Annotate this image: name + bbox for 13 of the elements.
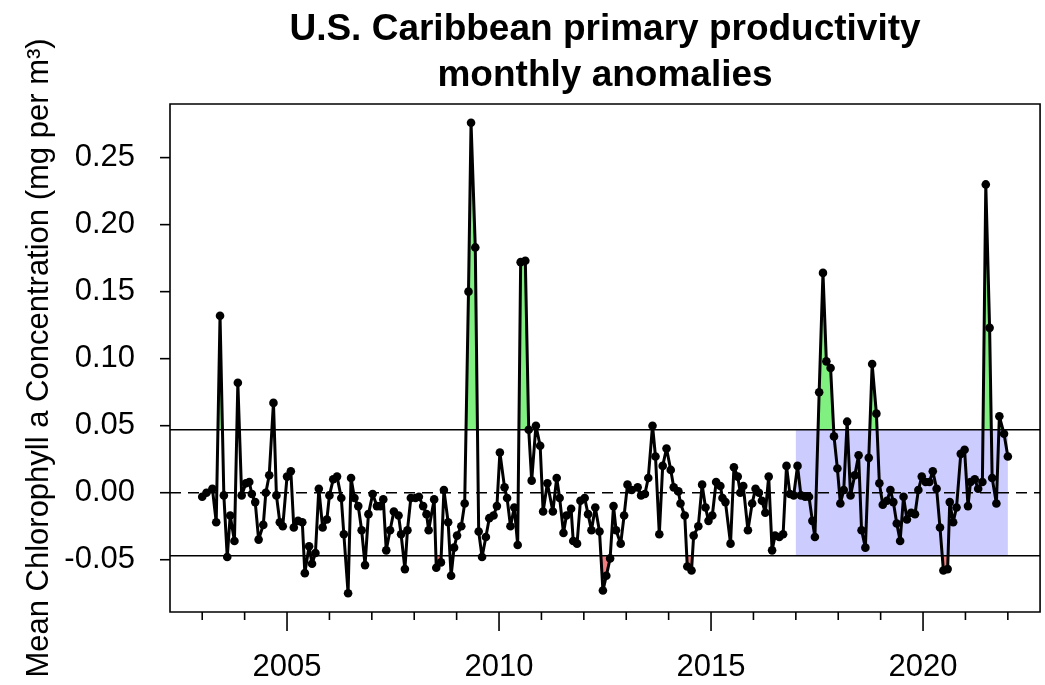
y-tick-label: 0.00	[74, 473, 135, 509]
y-tick-label: 0.20	[74, 205, 135, 241]
x-tick-label: 2020	[888, 648, 958, 684]
y-tick-label: 0.25	[74, 138, 135, 174]
y-axis-title: Mean Chlorophyll a Concentration (mg per m³)	[20, 38, 55, 678]
chart-title: U.S. Caribbean primary productivity monthly anomalies	[289, 7, 922, 94]
y-tick-label: -0.05	[64, 540, 135, 576]
y-tick-label: 0.15	[74, 272, 135, 308]
x-tick-label: 2015	[676, 648, 746, 684]
y-tick-label: 0.10	[74, 339, 135, 375]
y-tick-label: 0.05	[74, 406, 135, 442]
x-tick-label: 2010	[464, 648, 534, 684]
x-tick-label: 2005	[252, 648, 322, 684]
